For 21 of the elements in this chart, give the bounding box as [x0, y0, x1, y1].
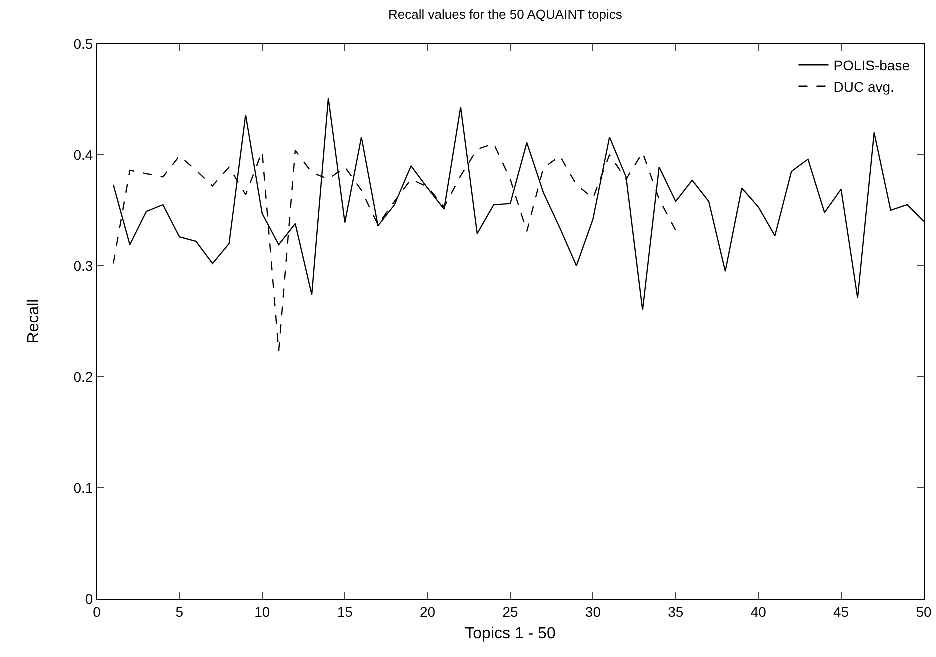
chart-title: Recall values for the 50 AQUAINT topics: [388, 6, 623, 22]
x-tick-label: 35: [668, 604, 684, 620]
y-tick-label: 0.1: [74, 480, 94, 496]
x-tick-label: 25: [502, 604, 518, 620]
y-tick-label: 0: [85, 590, 94, 607]
x-tick-label: 15: [337, 604, 354, 620]
x-tick-label: 5: [176, 604, 184, 620]
x-tick-label: 45: [834, 604, 850, 620]
y-tick-label: 0.3: [74, 258, 94, 274]
x-tick-label: 50: [916, 604, 932, 620]
y-tick-label: 0.4: [74, 146, 94, 163]
x-axis-title: Topics 1 - 50: [465, 626, 556, 642]
y-tick-label: 0.5: [74, 36, 94, 52]
legend-label: DUC avg.: [834, 78, 894, 95]
x-tick-label: 20: [420, 604, 436, 620]
legend-label: POLIS-base: [834, 58, 910, 74]
x-tick-label: 10: [254, 604, 270, 620]
x-tick-label: 40: [750, 604, 767, 620]
x-tick-label: 30: [585, 604, 602, 620]
y-axis-title: Recall: [26, 299, 43, 344]
y-tick-label: 0.2: [74, 368, 94, 385]
